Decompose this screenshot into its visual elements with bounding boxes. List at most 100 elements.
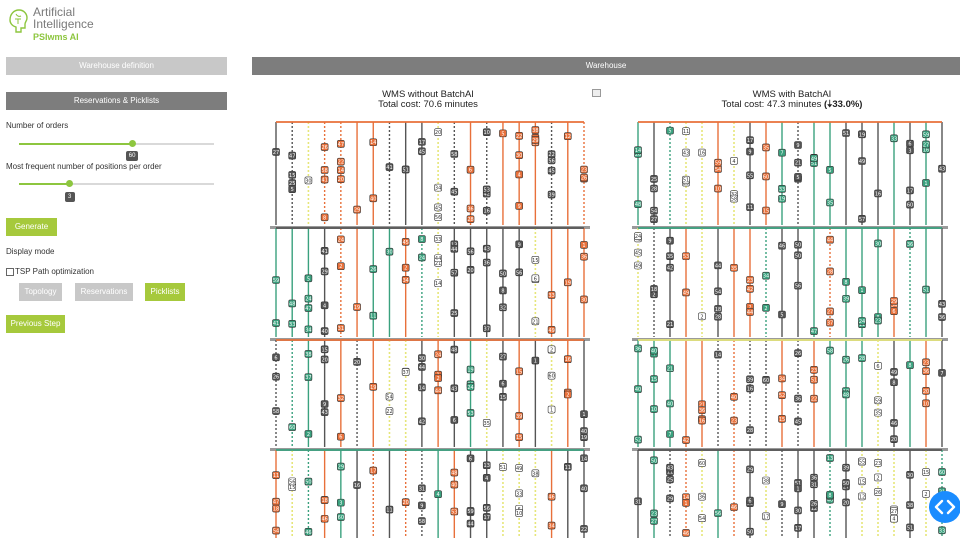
- pick-location: [890, 378, 898, 387]
- brain-logo-icon: [9, 9, 28, 33]
- pick-label: 40: [667, 401, 673, 407]
- pick-label: 17: [747, 138, 753, 144]
- pick-label: 49: [811, 156, 817, 162]
- pick-location: [337, 157, 345, 166]
- pick-label: 53: [484, 187, 490, 193]
- pick-location: [890, 507, 898, 515]
- pick-location: [666, 126, 674, 135]
- mode-topology-button[interactable]: Topology: [19, 283, 62, 301]
- warehouse-map-without-batchai[interactable]: 2725475153085826411420472229401441305145…: [270, 114, 590, 541]
- pick-label: 32: [500, 305, 506, 311]
- pick-label: 60: [763, 378, 769, 384]
- mode-picklists-button[interactable]: Picklists: [145, 283, 185, 301]
- pick-location: [272, 276, 280, 284]
- pick-label: 23: [683, 181, 689, 187]
- pick-location: [499, 379, 507, 388]
- pick-label: 36: [699, 408, 705, 414]
- pick-location: [682, 175, 690, 184]
- pick-label: 46: [731, 505, 737, 511]
- pick-location: [272, 407, 280, 415]
- pick-label: 35: [827, 200, 833, 206]
- pick-label: 18: [273, 507, 279, 513]
- previous-step-button[interactable]: Previous Step: [6, 315, 65, 333]
- pick-label: 48: [451, 348, 457, 354]
- pick-location: [385, 247, 394, 256]
- positions-slider-fill: [19, 183, 70, 185]
- pick-label: 36: [939, 315, 945, 321]
- pick-location: [337, 262, 345, 271]
- pick-location: [320, 213, 329, 222]
- pick-label: 2: [876, 475, 879, 481]
- pick-label: 26: [875, 490, 881, 496]
- pick-location: [353, 358, 361, 366]
- pick-location: [874, 239, 882, 248]
- pick-location: [890, 435, 898, 443]
- generate-button[interactable]: Generate: [6, 218, 57, 236]
- positions-label: Most frequent number of positions per or…: [6, 162, 162, 171]
- pick-location: [666, 475, 674, 484]
- pick-label: 6: [892, 309, 895, 315]
- pick-label: 2: [404, 266, 407, 272]
- pick-location: [714, 184, 722, 193]
- positions-slider[interactable]: [19, 180, 214, 187]
- pick-label: 26: [635, 152, 641, 158]
- pick-location: [466, 365, 475, 374]
- pick-label: 14: [683, 495, 689, 501]
- pick-label: 33: [779, 187, 785, 193]
- pick-location: [515, 202, 523, 210]
- pick-location: [434, 386, 442, 395]
- pick-location: [666, 236, 674, 245]
- pick-label: 59: [875, 398, 881, 404]
- orders-slider[interactable]: [19, 140, 214, 147]
- pick-location: [580, 427, 588, 435]
- pick-location: [563, 355, 572, 363]
- reservations-picklists-header[interactable]: Reservations & Picklists: [6, 92, 227, 110]
- pick-label: 4: [485, 476, 488, 482]
- pick-label: 43: [683, 151, 689, 157]
- pick-location: [515, 367, 523, 376]
- mode-reservations-button[interactable]: Reservations: [75, 283, 133, 301]
- pick-label: 22: [811, 397, 817, 403]
- pick-label: 28: [859, 356, 865, 362]
- pick-location: [794, 158, 802, 167]
- pick-location: [826, 198, 834, 207]
- pick-label: 11: [859, 322, 865, 328]
- pick-location: [434, 234, 442, 243]
- warehouse-definition-button[interactable]: Warehouse definition: [6, 57, 227, 75]
- pick-label: 45: [795, 419, 801, 425]
- pick-label: 51: [683, 178, 689, 184]
- pick-label: 40: [581, 486, 587, 492]
- pick-location: [418, 484, 426, 493]
- pick-label: 24: [467, 385, 473, 391]
- pick-label: 15: [859, 479, 865, 485]
- panel-right-cost-value: 47.3: [766, 99, 786, 110]
- expand-icon[interactable]: [592, 89, 601, 97]
- orders-slider-thumb[interactable]: [128, 140, 136, 147]
- pick-label: 41: [386, 165, 392, 171]
- pick-label: 48: [289, 301, 295, 307]
- warehouse-map-with-batchai[interactable]: 4826142554272852311514316105459324589551…: [632, 114, 948, 541]
- positions-slider-thumb[interactable]: [66, 180, 74, 187]
- pick-label: 23: [581, 168, 587, 174]
- pick-label: 53: [683, 254, 689, 260]
- code-toggle-button[interactable]: [929, 491, 960, 523]
- pick-label: 4: [732, 159, 735, 165]
- pick-label: 30: [305, 178, 311, 184]
- pick-location: [466, 519, 475, 528]
- pick-location: [858, 492, 866, 501]
- pick-location: [450, 345, 459, 354]
- pick-location: [794, 281, 802, 290]
- pick-label: 29: [532, 138, 538, 144]
- pick-label: 1: [796, 486, 799, 492]
- pick-location: [762, 304, 770, 312]
- pick-label: 3: [339, 501, 342, 507]
- pick-location: [320, 408, 329, 416]
- pick-label: 36: [484, 261, 490, 267]
- pick-location: [794, 141, 802, 149]
- tsp-checkbox[interactable]: [6, 268, 14, 276]
- pick-label: 26: [321, 145, 327, 151]
- pick-location: [650, 509, 658, 518]
- pick-label: 38: [763, 479, 769, 485]
- pick-label: 49: [548, 328, 554, 334]
- pick-location: [531, 274, 540, 283]
